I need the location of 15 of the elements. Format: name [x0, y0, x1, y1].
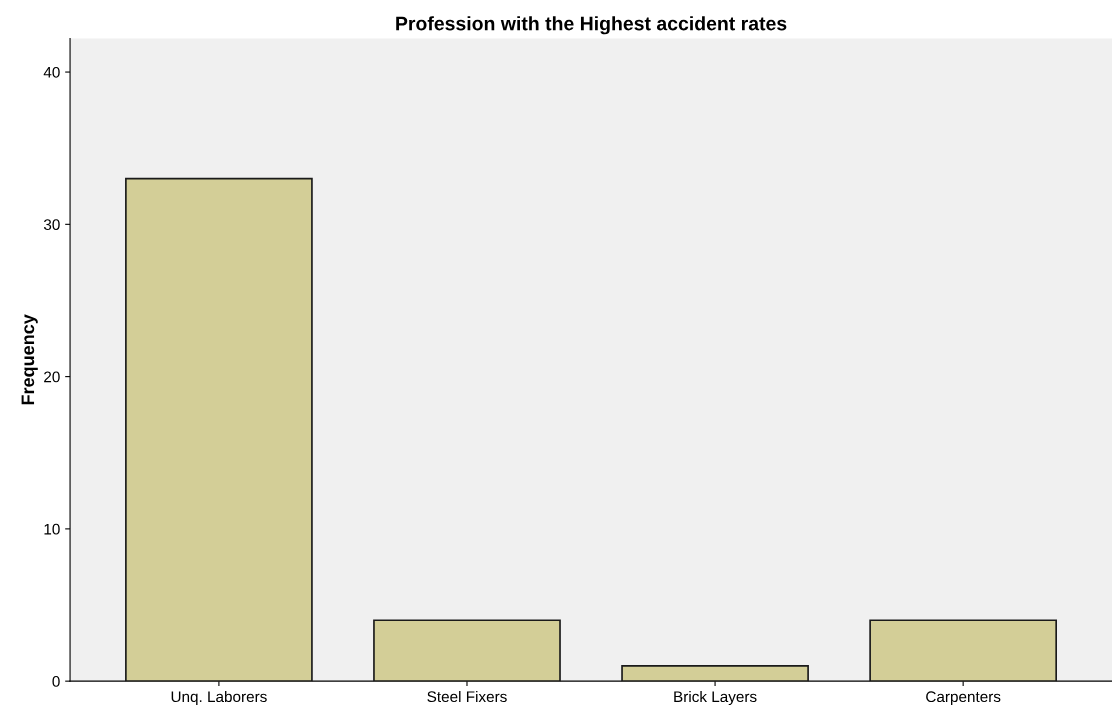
bar — [869, 619, 1058, 682]
x-tick-label: Steel Fixers — [427, 690, 507, 703]
x-tick-label: Brick Layers — [674, 690, 757, 706]
y-tick-label: 10 — [44, 523, 60, 535]
bar — [125, 177, 313, 682]
y-tick-label: 30 — [43, 219, 60, 231]
y-axis-title: Frequency — [21, 314, 38, 405]
y-tick-label: 40 — [43, 66, 60, 78]
bar — [621, 665, 809, 682]
bar — [373, 619, 561, 682]
x-tick-label: Carpenters — [926, 691, 1001, 706]
y-tick-label: 20 — [44, 371, 60, 383]
y-tick-label: 0 — [52, 676, 60, 687]
chart-title: Profession with the Highest accident rates — [396, 16, 787, 35]
x-tick-label: Unq. Laborers — [171, 690, 267, 706]
